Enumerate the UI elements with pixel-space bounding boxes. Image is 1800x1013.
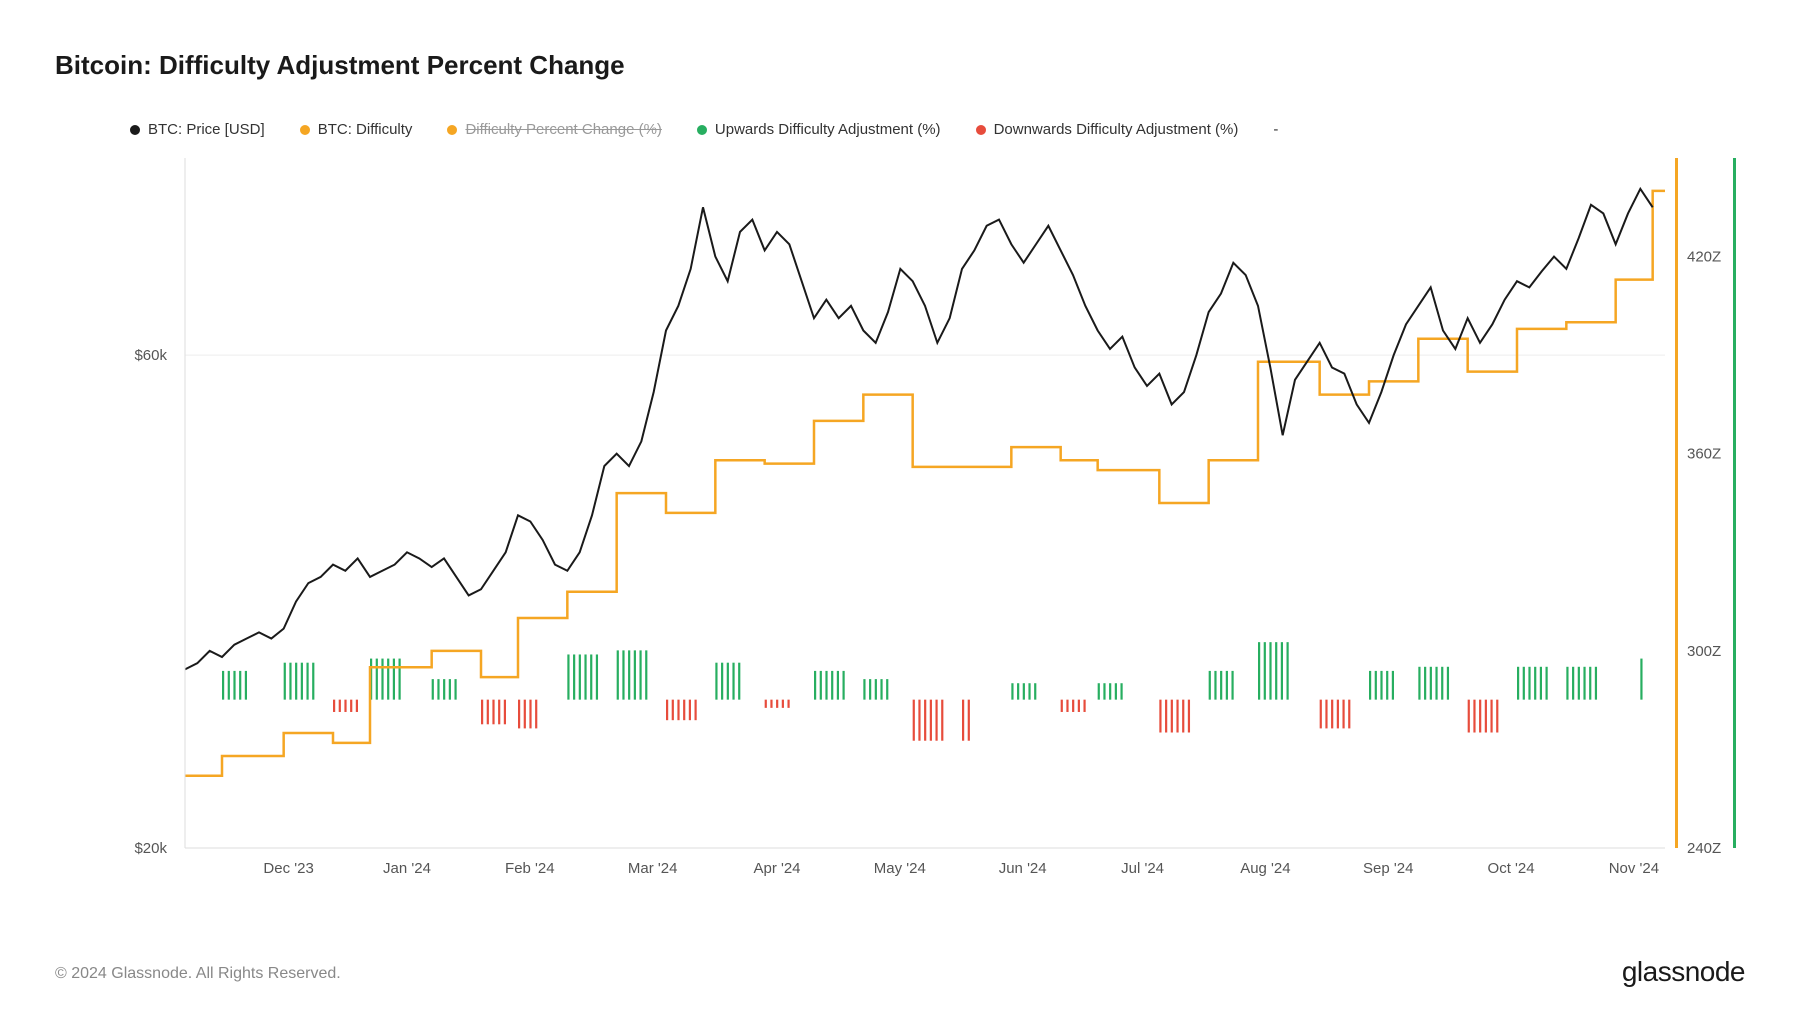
legend-label: Downwards Difficulty Adjustment (%) xyxy=(994,121,1239,138)
svg-text:Oct '24: Oct '24 xyxy=(1488,860,1535,877)
legend-item: - xyxy=(1273,121,1278,138)
svg-text:Jul '24: Jul '24 xyxy=(1121,860,1164,877)
svg-text:Sep '24: Sep '24 xyxy=(1363,860,1413,877)
legend-item: BTC: Difficulty xyxy=(300,121,413,138)
svg-text:240Z: 240Z xyxy=(1687,840,1721,857)
legend-dot xyxy=(300,125,310,135)
legend: BTC: Price [USD] BTC: Difficulty Difficult… xyxy=(55,121,1745,138)
svg-text:Aug '24: Aug '24 xyxy=(1240,860,1290,877)
svg-text:420Z: 420Z xyxy=(1687,249,1721,266)
legend-label: Upwards Difficulty Adjustment (%) xyxy=(715,121,941,138)
svg-text:$60k: $60k xyxy=(134,347,167,364)
svg-text:Dec '23: Dec '23 xyxy=(263,860,313,877)
legend-dot xyxy=(130,125,140,135)
legend-item: Upwards Difficulty Adjustment (%) xyxy=(697,121,941,138)
chart-area: $20k$60k240Z300Z360Z420Z-12%12%36%60%Dec… xyxy=(55,148,1745,908)
legend-item: Downwards Difficulty Adjustment (%) xyxy=(976,121,1239,138)
chart-title: Bitcoin: Difficulty Adjustment Percent C… xyxy=(55,50,1745,81)
legend-label: - xyxy=(1273,121,1278,138)
chart-svg: $20k$60k240Z300Z360Z420Z-12%12%36%60%Dec… xyxy=(55,148,1745,908)
svg-text:Nov '24: Nov '24 xyxy=(1609,860,1659,877)
legend-label: BTC: Price [USD] xyxy=(148,121,265,138)
brand-logo: glassnode xyxy=(1622,956,1745,988)
svg-text:Feb '24: Feb '24 xyxy=(505,860,555,877)
svg-text:Jan '24: Jan '24 xyxy=(383,860,431,877)
svg-text:300Z: 300Z xyxy=(1687,643,1721,660)
svg-text:May '24: May '24 xyxy=(874,860,926,877)
legend-dot xyxy=(976,125,986,135)
svg-text:Jun '24: Jun '24 xyxy=(999,860,1047,877)
copyright: © 2024 Glassnode. All Rights Reserved. xyxy=(55,965,341,983)
legend-dot xyxy=(447,125,457,135)
svg-text:360Z: 360Z xyxy=(1687,446,1721,463)
legend-label: Difficulty Percent Change (%) xyxy=(465,121,661,138)
svg-text:Apr '24: Apr '24 xyxy=(753,860,800,877)
svg-text:$20k: $20k xyxy=(134,840,167,857)
legend-label: BTC: Difficulty xyxy=(318,121,413,138)
legend-item: Difficulty Percent Change (%) xyxy=(447,121,661,138)
legend-item: BTC: Price [USD] xyxy=(130,121,265,138)
legend-dot xyxy=(697,125,707,135)
svg-text:Mar '24: Mar '24 xyxy=(628,860,678,877)
